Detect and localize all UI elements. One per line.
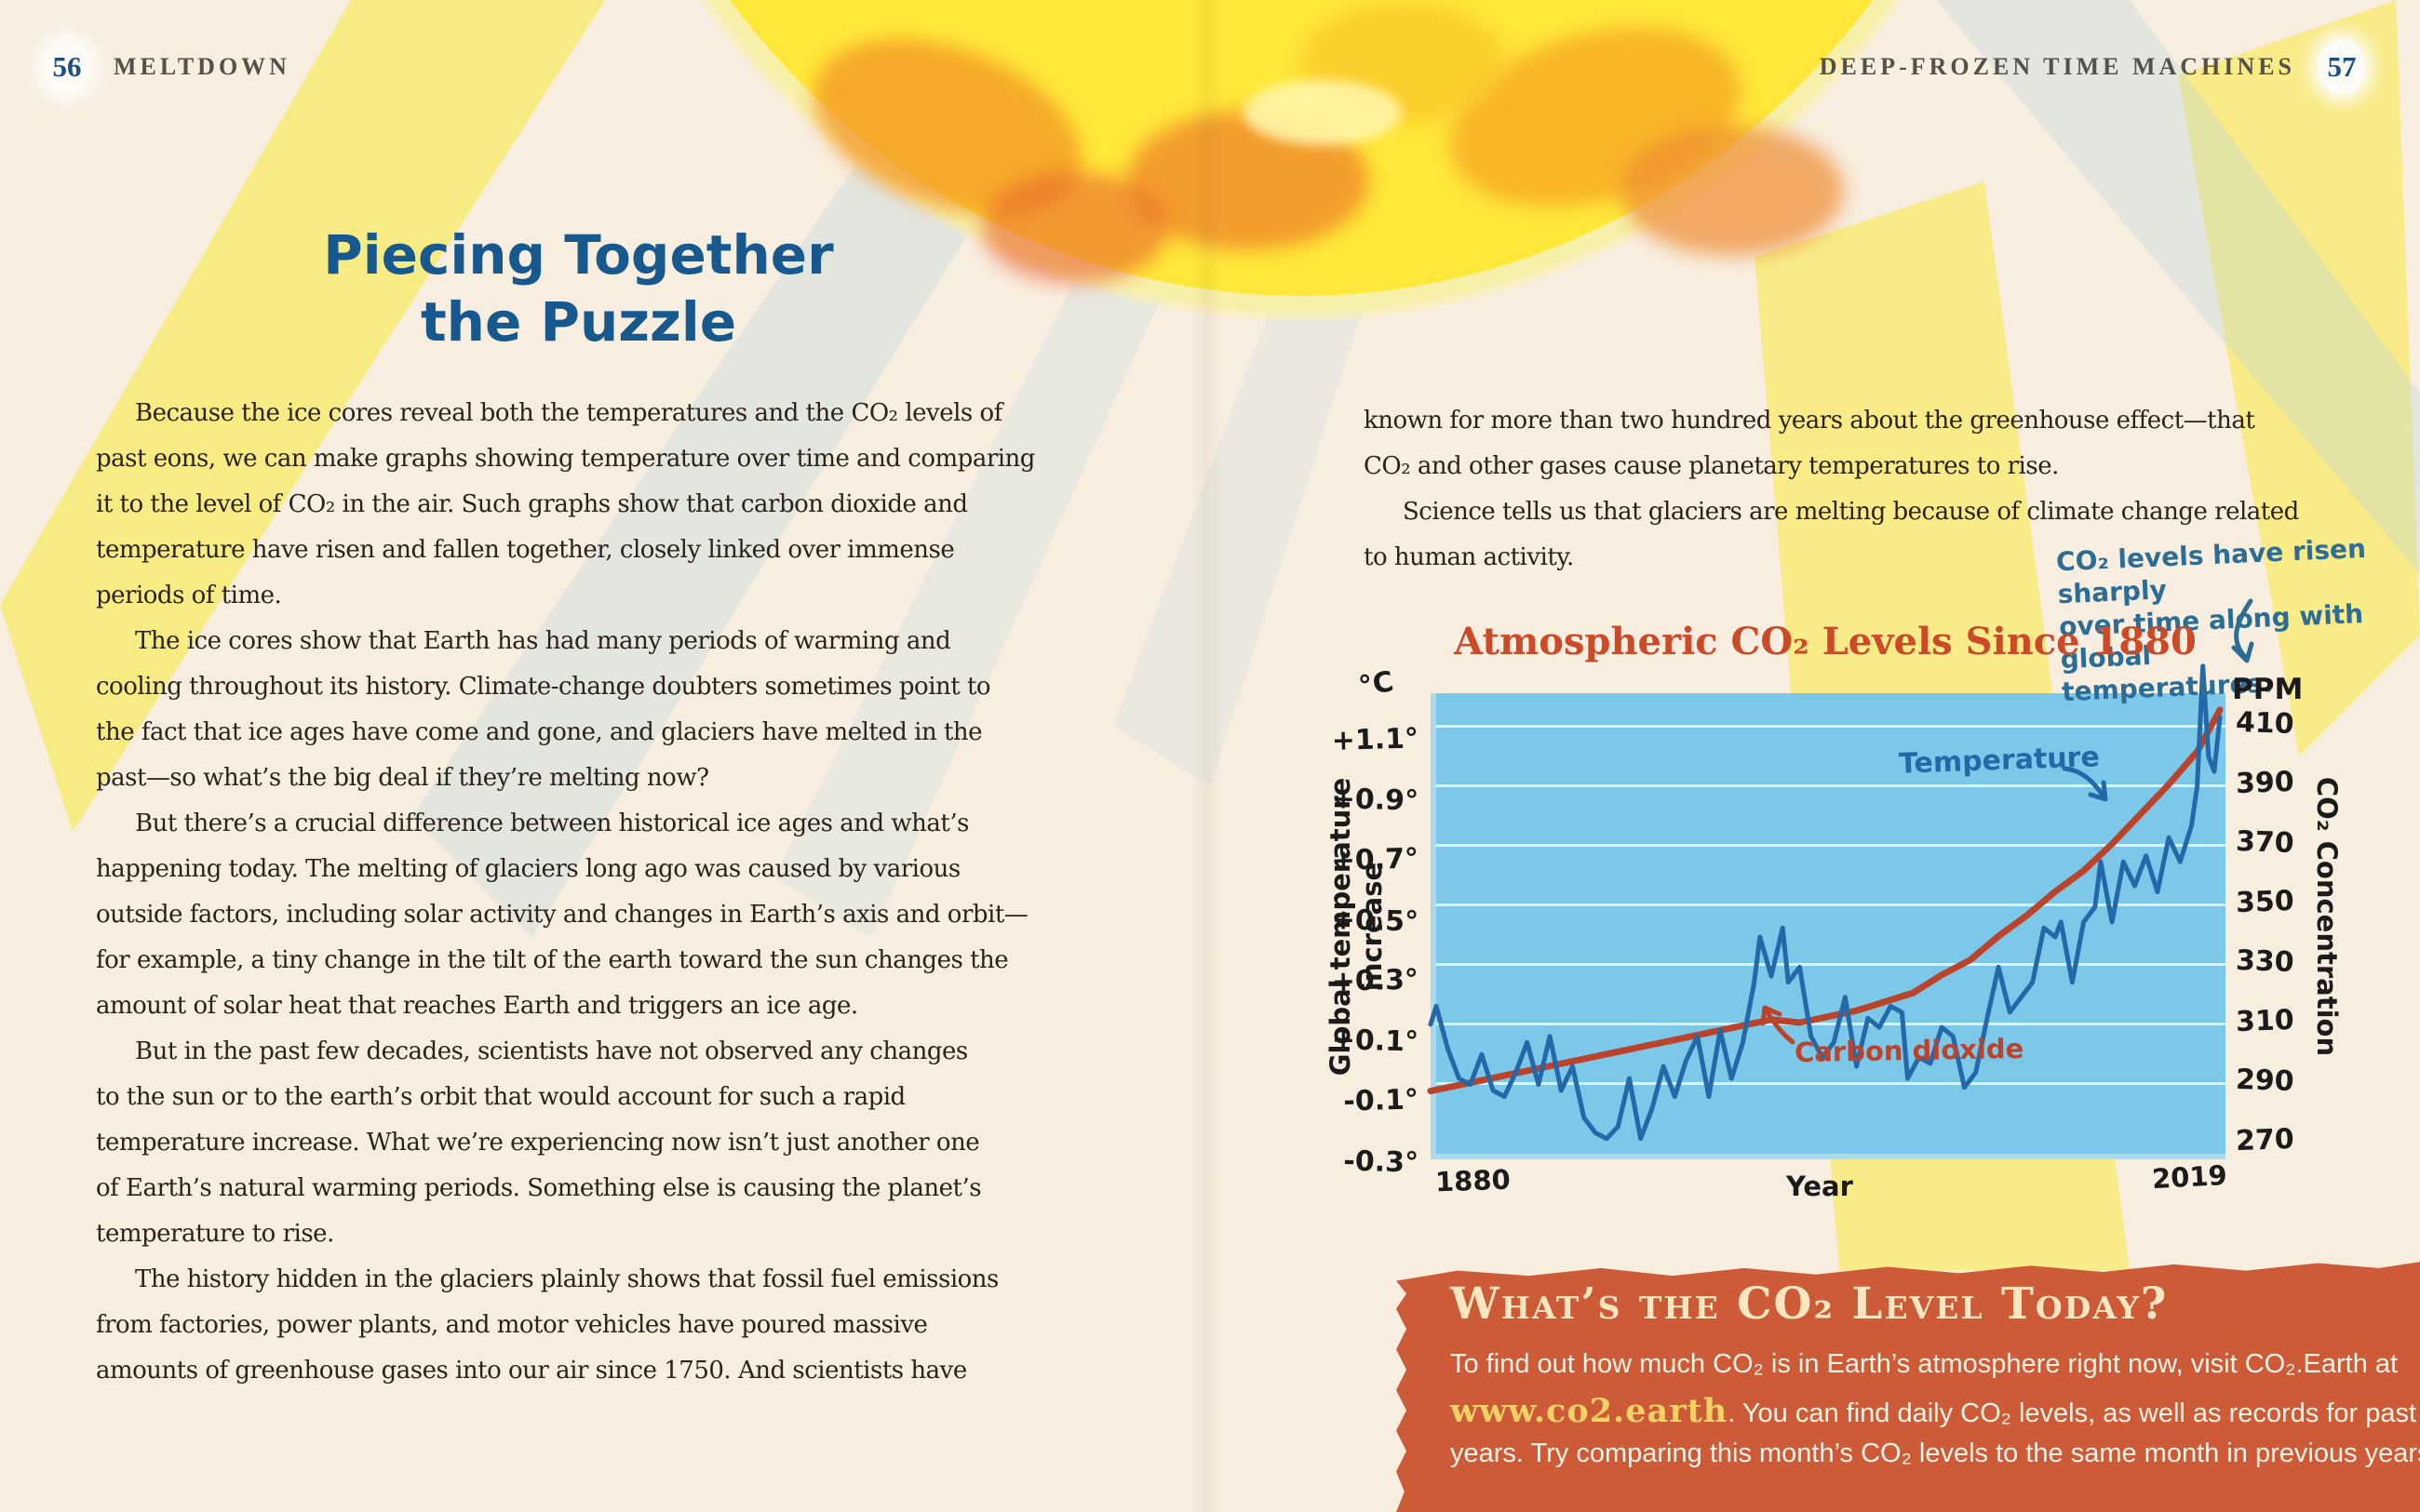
body-text-line: Science tells us that glaciers are melti… <box>1403 498 2299 526</box>
temperature-label-arrow-icon <box>2062 766 2108 802</box>
left-axis-tick: +0.9° <box>1331 783 1419 818</box>
left-axis-tick: +0.5° <box>1331 903 1419 939</box>
body-text-line: past eons, we can make graphs showing te… <box>96 445 1035 473</box>
gridline <box>1436 963 2225 966</box>
left-axis-tick: +0.1° <box>1331 1024 1419 1059</box>
left-axis-unit: °C <box>1356 665 1396 703</box>
chart-title: Atmospheric CO₂ Levels Since 1880 <box>1454 620 2197 663</box>
callout-body-line: To find out how much CO₂ is in Earth’s a… <box>1450 1349 2399 1379</box>
left-axis-tick: +0.3° <box>1331 963 1419 998</box>
right-axis-tick: 370 <box>2235 824 2295 861</box>
gridline <box>1436 903 2225 906</box>
handwritten-note-arrow-icon <box>2231 598 2254 663</box>
body-text-line: temperature increase. What we’re experie… <box>96 1129 980 1157</box>
body-text-line: But in the past few decades, scientists … <box>135 1037 968 1065</box>
right-axis-unit: PPM <box>2232 673 2304 706</box>
callout-heading: What’s the CO₂ Level Today? <box>1450 1278 2169 1330</box>
body-text-line: temperature to rise. <box>96 1220 334 1248</box>
gridline <box>1436 784 2225 787</box>
co2-series-label: Carbon dioxide <box>1794 1032 2024 1069</box>
x-axis-label: Year <box>1786 1171 1853 1202</box>
body-text-line: The history hidden in the glaciers plain… <box>135 1265 999 1293</box>
co2-label-arrow-icon <box>1760 1005 1795 1045</box>
section-title-line2: the Puzzle <box>420 290 737 354</box>
sun-highlight <box>1243 79 1402 145</box>
section-title: Piecing Together the Puzzle <box>96 221 1061 355</box>
x-axis-tick-start: 1880 <box>1434 1163 1512 1198</box>
running-head-left: 56 MELTDOWN <box>43 39 290 95</box>
page-number: 56 <box>52 50 82 83</box>
body-text-line: it to the level of CO₂ in the air. Such … <box>96 490 968 518</box>
body-text-line: amounts of greenhouse gases into our air… <box>96 1357 967 1385</box>
body-text-line: But there’s a crucial difference between… <box>135 810 969 837</box>
right-axis-tick: 290 <box>2235 1063 2295 1099</box>
paragraph: But there’s a crucial difference between… <box>96 801 1082 1029</box>
body-text-line: temperature have risen and fallen togeth… <box>96 536 955 564</box>
right-axis-tick: 270 <box>2235 1122 2295 1158</box>
body-text-line: the fact that ice ages have come and gon… <box>96 718 983 746</box>
page-gutter <box>1191 0 1223 1512</box>
chart-lines <box>1427 663 2224 1142</box>
body-text-line: amount of solar heat that reaches Earth … <box>96 992 858 1020</box>
body-text-line: The ice cores show that Earth has had ma… <box>135 627 951 655</box>
x-axis-tick-end: 2019 <box>2151 1158 2228 1196</box>
page-number-circle: 56 <box>43 39 91 95</box>
body-text-line: to the sun or to the earth’s orbit that … <box>96 1083 906 1111</box>
right-axis-label: CO₂ Concentration <box>2311 776 2343 1057</box>
gridline <box>1436 1082 2225 1085</box>
paragraph: The history hidden in the glaciers plain… <box>96 1257 1082 1394</box>
callout-body-line: years. Try comparing this month’s CO₂ le… <box>1450 1438 2420 1468</box>
running-head-right: DEEP-FROZEN TIME MACHINES 57 <box>1820 39 2366 95</box>
co2-earth-url: www.co2.earth <box>1450 1392 1728 1430</box>
right-axis-tick: 350 <box>2235 884 2295 920</box>
callout-body-line: www.co2.earth. You can find daily CO₂ le… <box>1450 1392 2416 1430</box>
section-title-line1: Piecing Together <box>323 223 834 287</box>
paragraph: The ice cores show that Earth has had ma… <box>96 619 1082 801</box>
right-axis-tick: 330 <box>2235 943 2295 980</box>
right-axis-tick: 310 <box>2235 1003 2295 1039</box>
book-title: MELTDOWN <box>114 53 290 80</box>
body-text-line: CO₂ and other gases cause planetary temp… <box>1364 452 2059 480</box>
right-page-body-text: known for more than two hundred years ab… <box>1364 398 2350 581</box>
paragraph: Because the ice cores reveal both the te… <box>96 391 1082 619</box>
page-number: 57 <box>2327 50 2357 83</box>
gridline <box>1436 844 2225 847</box>
body-text-line: Because the ice cores reveal both the te… <box>135 399 1002 427</box>
body-text-line: for example, a tiny change in the tilt o… <box>96 946 1009 974</box>
paragraph: known for more than two hundred years ab… <box>1364 398 2350 489</box>
body-text-line: of Earth’s natural warming periods. Some… <box>96 1174 982 1202</box>
body-text-line: outside factors, including solar activit… <box>96 901 1028 929</box>
temperature-series-line <box>1428 663 2223 1142</box>
left-axis-tick: +1.1° <box>1331 722 1419 757</box>
body-text-line: to human activity. <box>1364 543 1574 571</box>
co2-series-line <box>1427 706 2224 1095</box>
paragraph: But in the past few decades, scientists … <box>96 1029 1082 1257</box>
body-text-line: past—so what’s the big deal if they’re m… <box>96 764 709 792</box>
right-axis-tick: 410 <box>2235 705 2295 742</box>
left-page-body-text: Because the ice cores reveal both the te… <box>96 391 1082 1394</box>
sun-texture-blob <box>1620 126 1845 257</box>
body-text-line: cooling throughout its history. Climate-… <box>96 673 991 701</box>
gridline <box>1436 725 2225 728</box>
sun-texture-blob <box>981 172 1168 285</box>
callout-box: What’s the CO₂ Level Today? To find out … <box>1396 1262 2420 1512</box>
gridline <box>1436 1023 2225 1025</box>
callout-body-after-link: . You can find daily CO₂ levels, as well… <box>1728 1398 2417 1428</box>
left-axis-tick: -0.1° <box>1342 1083 1419 1118</box>
chapter-title: DEEP-FROZEN TIME MACHINES <box>1819 53 2295 80</box>
body-text-line: from factories, power plants, and motor … <box>96 1311 928 1339</box>
body-text-line: known for more than two hundred years ab… <box>1364 407 2255 435</box>
page-number-circle: 57 <box>2318 39 2366 95</box>
body-text-line: periods of time. <box>96 582 282 609</box>
left-axis-tick: -0.3° <box>1342 1144 1419 1180</box>
body-text-line: happening today. The melting of glaciers… <box>96 855 961 883</box>
left-axis-tick: +0.7° <box>1331 842 1419 877</box>
right-axis-tick: 390 <box>2235 765 2295 801</box>
paragraph: Science tells us that glaciers are melti… <box>1364 489 2350 581</box>
